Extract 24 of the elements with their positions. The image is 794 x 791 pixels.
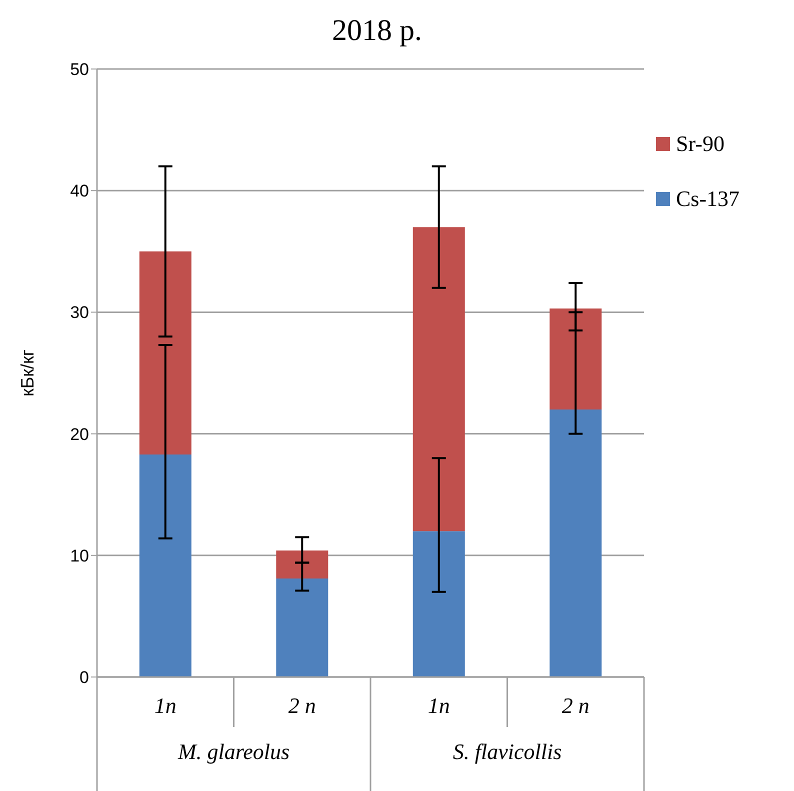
bar [276, 550, 328, 579]
bar [550, 308, 602, 410]
y-tick-label: 10 [70, 546, 89, 566]
x-tick-label: 2 n [562, 693, 590, 718]
bar [412, 531, 465, 677]
bar [276, 578, 328, 677]
y-tick-label: 20 [70, 424, 89, 444]
y-tick-label: 40 [70, 182, 89, 201]
x-tick-label: 2 n [288, 693, 316, 718]
legend-label: Sr-90 [676, 131, 724, 156]
bar [139, 251, 192, 454]
y-axis-title: кБк/кг [17, 349, 38, 397]
y-tick-label: 50 [70, 60, 89, 80]
text: S. flavicollis [452, 739, 562, 764]
bar [412, 227, 465, 532]
x-tick-label: 1n [154, 693, 176, 718]
bar [139, 454, 192, 677]
y-tick-label: 0 [80, 668, 89, 688]
bar [550, 409, 602, 677]
text: M. glareolus [176, 739, 290, 764]
x-tick-label: 1n [428, 693, 450, 718]
chart-title: 2018 р. [332, 14, 422, 47]
y-tick-label: 30 [70, 303, 89, 322]
legend-label: Cs-137 [676, 186, 740, 211]
